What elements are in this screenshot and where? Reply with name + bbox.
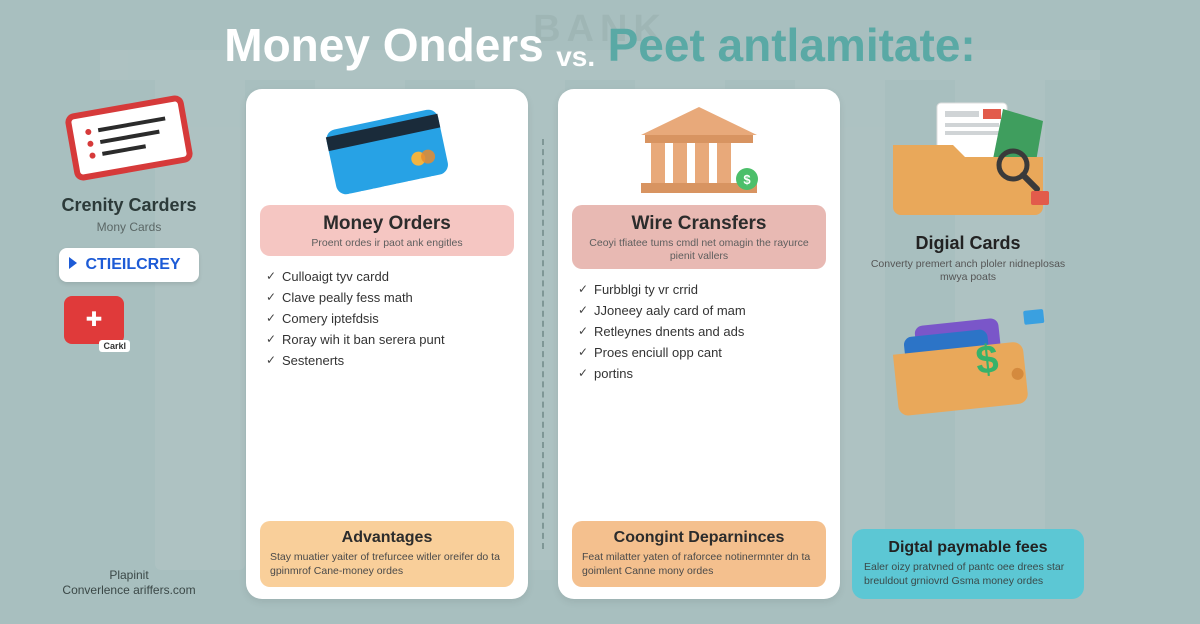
col1-bullets: Culloaigt tyv cardd Clave peally fess ma… xyxy=(260,256,514,522)
list-item: Clave peally fess math xyxy=(266,287,508,308)
ticket-icon xyxy=(64,95,194,181)
col2-bullets: Furbblgi ty vr crrid JJoneey aaly card o… xyxy=(572,269,826,521)
svg-text:$: $ xyxy=(743,172,751,187)
left-sidebar: Crenity Carders Mony Cards CTIEILCREY Ca… xyxy=(24,89,234,599)
column-wire-transfers: $ Wire Cransfers Ceoyi tfiatee tums cmdl… xyxy=(558,89,840,599)
col2-footer: Coongint Deparninces Feat milatter yaten… xyxy=(572,521,826,586)
list-item: Furbblgi ty vr crrid xyxy=(578,279,820,300)
col1-header: Money Orders Proent ordes ir paot ank en… xyxy=(260,205,514,256)
vertical-divider xyxy=(542,139,544,549)
right-title: Digial Cards xyxy=(852,233,1084,254)
list-item: JJoneey aaly card of mam xyxy=(578,300,820,321)
svg-text:$: $ xyxy=(974,337,1001,383)
title-left: Money Onders xyxy=(224,19,544,71)
left-subtitle: Mony Cards xyxy=(24,220,234,234)
right-sidebar: Digial Cards Converty premert anch plole… xyxy=(852,89,1084,599)
list-item: portins xyxy=(578,363,820,384)
medical-card-icon: Carkl xyxy=(64,296,124,344)
title-vs: vs. xyxy=(556,41,595,72)
list-item: Comery iptefdsis xyxy=(266,308,508,329)
list-item: Retleynes dnents and ads xyxy=(578,321,820,342)
column-money-orders: Money Orders Proent ordes ir paot ank en… xyxy=(246,89,528,599)
left-title: Crenity Carders xyxy=(24,195,234,216)
bank-building-icon: $ xyxy=(572,101,826,201)
right-footer: Digtal paymable fees Ealer oizy pratvned… xyxy=(852,529,1084,598)
wallet-icon: $ xyxy=(852,301,1084,421)
right-subtitle: Converty premert anch ploler nidneplosas… xyxy=(852,258,1084,285)
source-note: Plapinit Converlence ariffers.com xyxy=(24,568,234,599)
list-item: Sestenerts xyxy=(266,350,508,371)
list-item: Roray wih it ban serera punt xyxy=(266,329,508,350)
list-item: Culloaigt tyv cardd xyxy=(266,266,508,287)
title-right: Peet antlamitate: xyxy=(608,19,976,71)
col2-header: Wire Cransfers Ceoyi tfiatee tums cmdl n… xyxy=(572,205,826,269)
col1-footer: Advantages Stay muatier yaiter of trefur… xyxy=(260,521,514,586)
list-item: Proes enciull opp cant xyxy=(578,342,820,363)
page-title: Money Onders vs. Peet antlamitate: xyxy=(0,0,1200,83)
credit-card-icon xyxy=(260,101,514,201)
brand-card: CTIEILCREY xyxy=(59,248,199,282)
documents-folder-icon xyxy=(852,93,1084,223)
